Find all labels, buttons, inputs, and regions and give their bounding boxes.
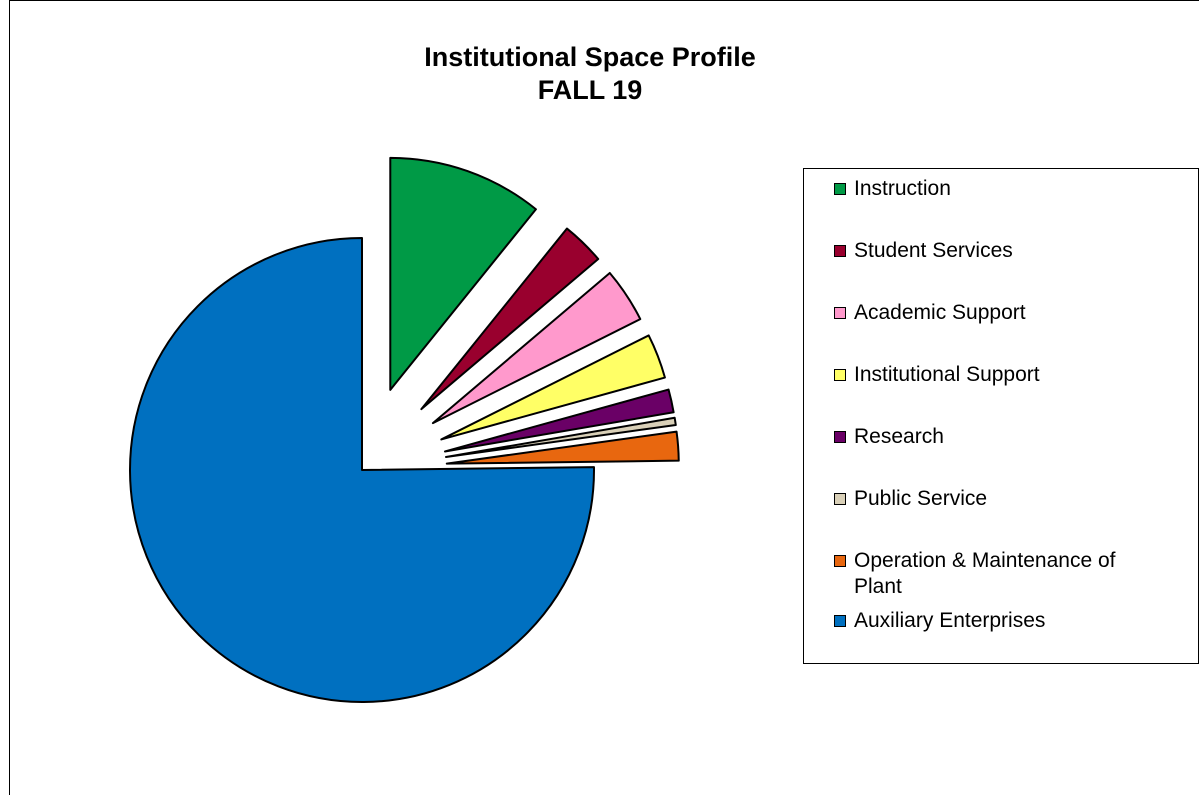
legend-label-student-services: Student Services (854, 239, 1013, 262)
legend-label-operation-maintenance: Operation & Maintenance of Plant (854, 549, 1116, 598)
pie-slice-institutional-support (440, 334, 666, 441)
legend-swatch-public-service (834, 493, 846, 505)
legend-label-instruction: Instruction (854, 177, 951, 200)
legend-item-institutional-support: Institutional Support (834, 362, 1184, 388)
legend-item-research: Research (834, 424, 1184, 450)
legend-label-auxiliary-enterprises: Auxiliary Enterprises (854, 609, 1046, 632)
pie-slice-instruction (389, 156, 537, 391)
legend-swatch-student-services (834, 245, 846, 257)
legend-swatch-academic-support (834, 307, 846, 319)
legend-swatch-institutional-support (834, 369, 846, 381)
legend-item-auxiliary-enterprises: Auxiliary Enterprises (834, 608, 1184, 634)
legend-label-institutional-support: Institutional Support (854, 363, 1040, 386)
legend-label-research: Research (854, 425, 944, 448)
legend-item-student-services: Student Services (834, 238, 1184, 264)
legend-swatch-research (834, 431, 846, 443)
legend-label-public-service: Public Service (854, 487, 988, 510)
legend-swatch-operation-maintenance (834, 555, 846, 567)
chart-frame (9, 0, 1199, 795)
chart-subtitle: FALL 19 (537, 75, 643, 105)
pie-slice-research (443, 388, 675, 453)
legend-item-instruction: Instruction (834, 176, 1184, 202)
pie-slice-public-service (444, 416, 677, 458)
legend-swatch-instruction (834, 183, 846, 195)
pie-slice-academic-support (431, 271, 642, 425)
legend-item-operation-maintenance: Operation & Maintenance of Plant (834, 548, 1164, 600)
chart-title: Institutional Space Profile (424, 42, 756, 72)
legend-item-academic-support: Academic Support (834, 300, 1184, 326)
pie-slice-operation-maintenance-of-plant (445, 430, 680, 465)
legend: Instruction Student Services Academic Su… (803, 168, 1199, 664)
pie-slice-student-services (420, 227, 600, 411)
pie-slice-auxiliary-enterprises (129, 237, 595, 703)
legend-item-public-service: Public Service (834, 486, 1184, 512)
legend-swatch-auxiliary-enterprises (834, 615, 846, 627)
legend-label-academic-support: Academic Support (854, 301, 1026, 324)
